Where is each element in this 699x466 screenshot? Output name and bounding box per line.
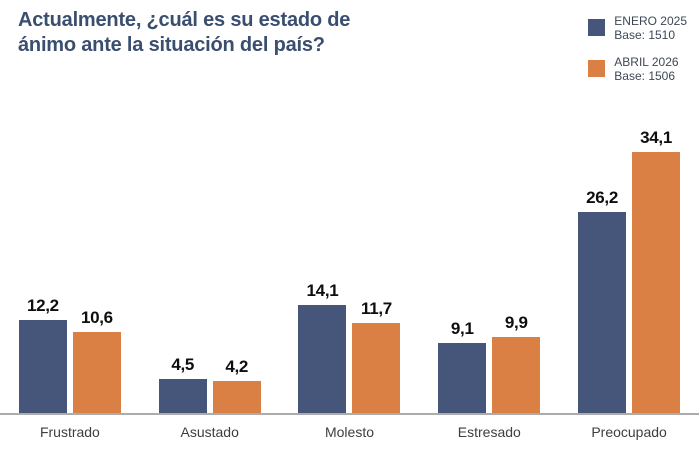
category-axis: Frustrado Asustado Molesto Estresado Preocup… bbox=[0, 424, 699, 440]
legend-text-enero-2025: ENERO 2025 Base: 1510 bbox=[614, 14, 687, 42]
chart-title: Actualmente, ¿cuál es su estado de ánimo… bbox=[18, 9, 351, 56]
legend-series-base: Base: 1510 bbox=[614, 28, 676, 42]
bar-asustado-abril-2026 bbox=[212, 381, 261, 413]
category-label-estresado: Estresado bbox=[457, 424, 521, 440]
bar-group-preocupado: 26,2 34,1 bbox=[559, 128, 699, 413]
legend-text-abril-2026: ABRIL 2026 Base: 1506 bbox=[614, 55, 678, 83]
legend-item-enero-2025: ENERO 2025 Base: 1510 bbox=[588, 14, 687, 42]
bar-estresado-enero-2025 bbox=[438, 343, 487, 413]
legend-series-name: ABRIL 2026 bbox=[614, 55, 679, 69]
bar-column-frustrado-abril-2026: 10,6 bbox=[72, 308, 121, 413]
legend-swatch-abril-2026-icon bbox=[588, 60, 606, 77]
legend-series-name: ENERO 2025 bbox=[614, 14, 687, 28]
value-label-molesto-abril-2026: 11,7 bbox=[361, 299, 392, 318]
value-label-frustrado-abril-2026: 10,6 bbox=[80, 308, 113, 327]
bar-column-asustado-abril-2026: 4,2 bbox=[212, 357, 261, 413]
bar-group-estresado: 9,1 9,9 bbox=[419, 313, 559, 413]
bar-column-asustado-enero-2025: 4,5 bbox=[158, 355, 207, 413]
value-label-preocupado-enero-2025: 26,2 bbox=[586, 188, 619, 207]
legend-item-abril-2026: ABRIL 2026 Base: 1506 bbox=[588, 55, 687, 83]
bar-preocupado-abril-2026 bbox=[632, 152, 681, 413]
plot-area: 12,2 10,6 4,5 4,2 14,1 11,7 9,1 9,9 26,2 34,1 bbox=[0, 128, 699, 413]
bar-group-frustrado: 12,2 10,6 bbox=[0, 296, 140, 413]
bar-column-preocupado-enero-2025: 26,2 bbox=[578, 188, 627, 413]
legend: ENERO 2025 Base: 1510 ABRIL 2026 Base: 1… bbox=[588, 14, 687, 96]
bar-column-preocupado-abril-2026: 34,1 bbox=[632, 128, 681, 413]
bar-column-estresado-abril-2026: 9,9 bbox=[492, 313, 541, 413]
value-label-asustado-enero-2025: 4,5 bbox=[171, 355, 195, 374]
value-label-asustado-abril-2026: 4,2 bbox=[225, 357, 249, 376]
category-label-molesto: Molesto bbox=[324, 424, 374, 440]
bar-group-asustado: 4,5 4,2 bbox=[140, 355, 280, 413]
bar-molesto-abril-2026 bbox=[352, 323, 401, 413]
value-label-frustrado-enero-2025: 12,2 bbox=[26, 296, 59, 315]
value-label-estresado-enero-2025: 9,1 bbox=[450, 319, 474, 338]
bar-column-molesto-enero-2025: 14,1 bbox=[298, 281, 347, 413]
bar-frustrado-abril-2026 bbox=[72, 332, 121, 413]
bar-molesto-enero-2025 bbox=[298, 305, 347, 413]
bar-column-estresado-enero-2025: 9,1 bbox=[438, 319, 487, 413]
bar-asustado-enero-2025 bbox=[158, 379, 207, 413]
value-label-preocupado-abril-2026: 34,1 bbox=[640, 128, 673, 147]
category-label-preocupado: Preocupado bbox=[591, 424, 667, 440]
bar-preocupado-enero-2025 bbox=[578, 212, 627, 413]
value-label-estresado-abril-2026: 9,9 bbox=[504, 313, 528, 332]
bar-column-frustrado-enero-2025: 12,2 bbox=[18, 296, 67, 413]
bar-frustrado-enero-2025 bbox=[18, 320, 67, 413]
legend-swatch-enero-2025-icon bbox=[588, 19, 606, 36]
bar-estresado-abril-2026 bbox=[492, 337, 541, 413]
legend-series-base: Base: 1506 bbox=[614, 69, 676, 83]
x-axis-line bbox=[0, 413, 699, 415]
bar-column-molesto-abril-2026: 11,7 bbox=[352, 299, 401, 413]
category-label-asustado: Asustado bbox=[180, 424, 239, 440]
value-label-molesto-enero-2025: 14,1 bbox=[306, 281, 339, 300]
category-label-frustrado: Frustrado bbox=[39, 424, 100, 440]
bar-group-molesto: 14,1 11,7 bbox=[280, 281, 420, 413]
